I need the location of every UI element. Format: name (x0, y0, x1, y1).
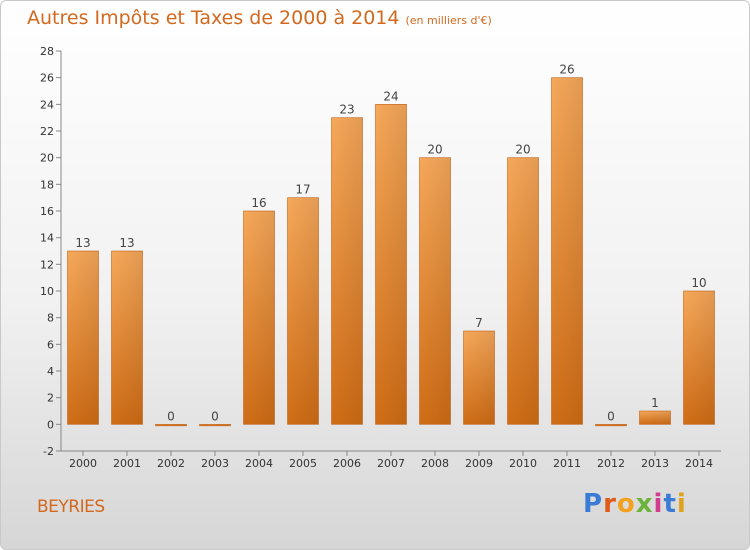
logo-letter: P (583, 489, 604, 519)
commune-name: BEYRIES (37, 497, 105, 517)
data-label: 17 (295, 183, 310, 197)
data-label: 0 (211, 409, 219, 423)
x-tick-label: 2007 (377, 457, 405, 470)
data-label: 23 (339, 103, 354, 117)
x-tick-label: 2004 (245, 457, 273, 470)
x-tick-label: 2006 (333, 457, 361, 470)
y-tick-label: 12 (40, 258, 54, 271)
y-tick-label: 4 (47, 365, 54, 378)
x-tick-label: 2012 (597, 457, 625, 470)
x-tick-label: 2010 (509, 457, 537, 470)
bar-shade-2008 (419, 157, 451, 425)
chart-unit: (en milliers d'€) (405, 14, 492, 27)
x-tick-label: 2009 (465, 457, 493, 470)
x-tick-label: 2005 (289, 457, 317, 470)
data-label: 7 (475, 316, 483, 330)
y-tick-label: 14 (40, 232, 54, 245)
data-label: 16 (251, 196, 266, 210)
y-tick-label: 24 (40, 98, 54, 111)
x-tick-label: 2002 (157, 457, 185, 470)
y-tick-label: 8 (47, 312, 54, 325)
proxiti-logo: Proxiti (583, 489, 687, 519)
logo-letter: r (603, 489, 617, 519)
y-tick-label: 22 (40, 125, 54, 138)
x-tick-label: 2011 (553, 457, 581, 470)
chart-title: Autres Impôts et Taxes de 2000 à 2014 (en… (27, 7, 492, 29)
y-tick-label: 28 (40, 45, 54, 58)
data-label: 13 (119, 236, 134, 250)
logo-letter: t (663, 489, 677, 519)
bar-shade-2007 (375, 104, 407, 425)
bar-shade-2006 (331, 117, 363, 425)
bar-shade-2005 (287, 197, 319, 425)
x-tick-label: 2003 (201, 457, 229, 470)
bar-shade-2010 (507, 157, 539, 425)
logo-letter: o (616, 489, 636, 519)
y-tick-label: 18 (40, 178, 54, 191)
bar-shade-2011 (551, 77, 583, 425)
y-tick-label: 2 (47, 392, 54, 405)
logo-letter: x (635, 489, 654, 519)
x-tick-label: 2001 (113, 457, 141, 470)
data-label: 0 (607, 409, 615, 423)
data-label: 13 (75, 236, 90, 250)
bar-shade-2003 (199, 424, 231, 426)
data-label: 24 (383, 89, 398, 103)
x-tick-label: 2013 (641, 457, 669, 470)
bar-shade-2004 (243, 211, 275, 425)
chart-title-text: Autres Impôts et Taxes de 2000 à 2014 (27, 7, 400, 29)
x-tick-label: 2000 (69, 457, 97, 470)
y-tick-label: 0 (47, 418, 54, 431)
data-label: 1 (651, 396, 659, 410)
x-tick-label: 2008 (421, 457, 449, 470)
x-tick-label: 2014 (685, 457, 713, 470)
y-tick-label: 6 (47, 338, 54, 351)
data-label: 20 (427, 143, 442, 157)
y-tick-label: 16 (40, 205, 54, 218)
bar-shade-2001 (111, 251, 143, 425)
y-tick-label: 10 (40, 285, 54, 298)
logo-letter: i (653, 489, 664, 519)
data-label: 10 (691, 276, 706, 290)
data-label: 26 (559, 63, 574, 77)
logo-letter: i (676, 489, 687, 519)
bar-shade-2014 (683, 291, 715, 425)
data-label: 20 (515, 143, 530, 157)
y-tick-label: 26 (40, 72, 54, 85)
bar-shade-2009 (463, 331, 495, 425)
bar-shade-2013 (639, 411, 671, 425)
y-tick-label: -2 (43, 445, 54, 458)
bar-shade-2002 (155, 424, 187, 426)
data-label: 0 (167, 409, 175, 423)
bar-shade-2012 (595, 424, 627, 426)
y-tick-label: 20 (40, 152, 54, 165)
bar-shade-2000 (67, 251, 99, 425)
